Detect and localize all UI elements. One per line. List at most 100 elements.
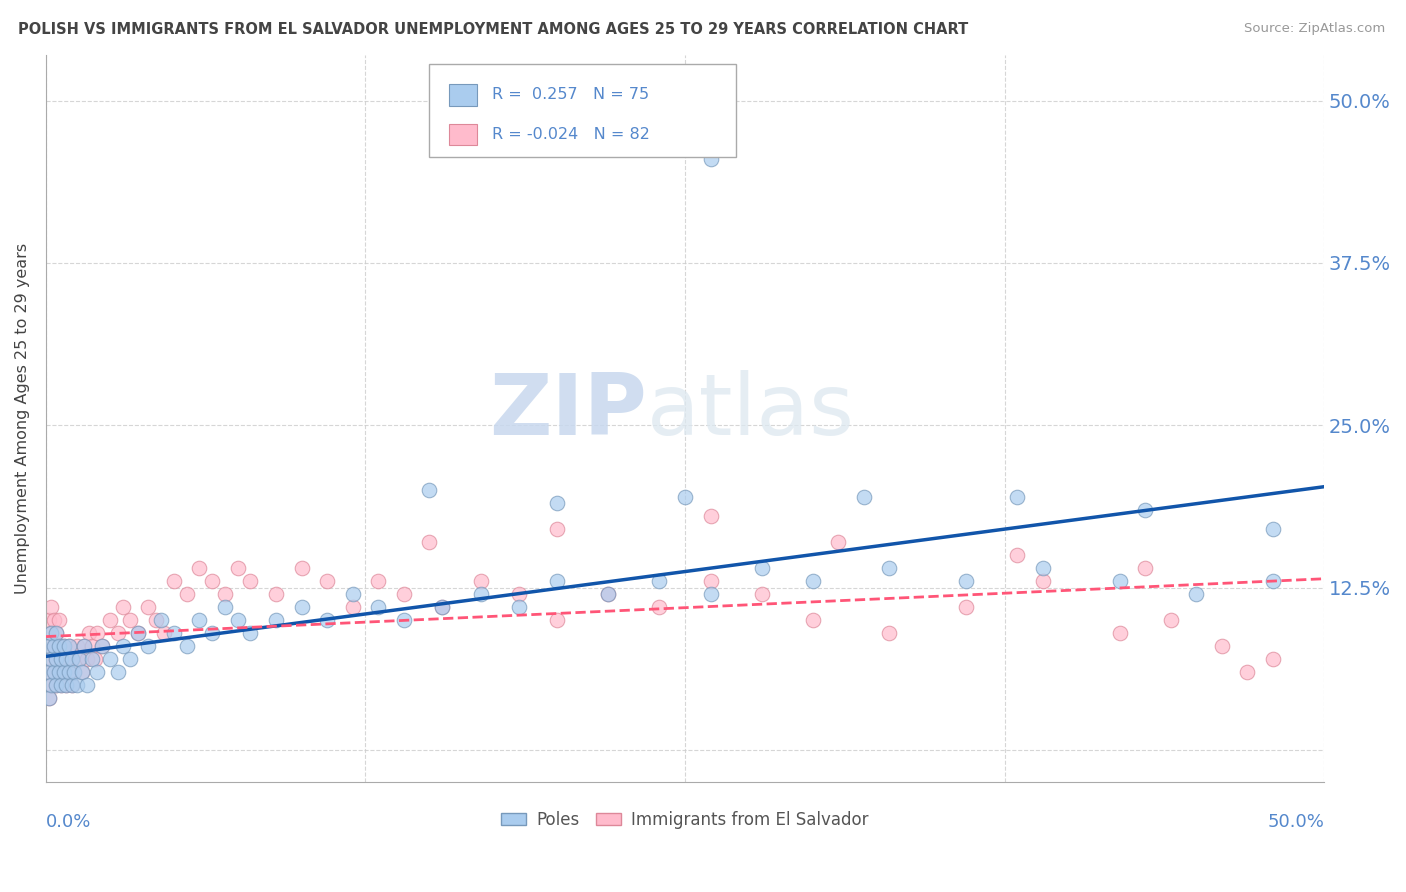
Text: Source: ZipAtlas.com: Source: ZipAtlas.com <box>1244 22 1385 36</box>
Point <box>48 665 70 679</box>
Point <box>214 600 236 615</box>
Point <box>1108 574 1130 588</box>
Point <box>76 678 98 692</box>
Point <box>51 652 73 666</box>
Point <box>201 574 224 588</box>
Point <box>150 613 173 627</box>
Point <box>51 652 73 666</box>
FancyBboxPatch shape <box>449 123 477 145</box>
Point <box>58 639 80 653</box>
Point <box>673 490 696 504</box>
Point <box>120 652 142 666</box>
Point <box>470 574 492 588</box>
Point <box>70 665 93 679</box>
Point <box>127 626 149 640</box>
Point <box>86 626 108 640</box>
Point <box>290 600 312 615</box>
Point <box>52 639 75 653</box>
Legend: Poles, Immigrants from El Salvador: Poles, Immigrants from El Salvador <box>495 805 876 836</box>
Point <box>955 574 977 588</box>
Point <box>598 587 620 601</box>
Point <box>76 652 98 666</box>
Point <box>290 561 312 575</box>
Point <box>1236 665 1258 679</box>
Point <box>51 678 73 692</box>
Point <box>508 587 530 601</box>
Point <box>60 652 83 666</box>
Point <box>98 613 121 627</box>
Point <box>1133 502 1156 516</box>
Point <box>38 639 60 653</box>
Point <box>38 665 60 679</box>
Point <box>39 626 62 640</box>
Point <box>38 690 60 705</box>
Point <box>45 678 67 692</box>
Point <box>188 613 211 627</box>
Point <box>107 626 129 640</box>
Point <box>38 690 60 705</box>
Point <box>418 535 440 549</box>
Point <box>264 587 287 601</box>
Point <box>60 678 83 692</box>
Point <box>648 600 671 615</box>
Point <box>48 639 70 653</box>
Point <box>163 626 186 640</box>
Text: atlas: atlas <box>647 370 855 453</box>
Text: 50.0%: 50.0% <box>1267 813 1324 831</box>
Point <box>45 626 67 640</box>
Point <box>1133 561 1156 575</box>
Point <box>42 639 65 653</box>
Point <box>1261 574 1284 588</box>
Text: R =  0.257   N = 75: R = 0.257 N = 75 <box>492 87 650 103</box>
Point <box>111 600 134 615</box>
Point <box>39 600 62 615</box>
Point <box>48 613 70 627</box>
Point <box>546 574 568 588</box>
Point <box>42 613 65 627</box>
Point <box>392 587 415 601</box>
Point <box>127 626 149 640</box>
Point <box>58 639 80 653</box>
Point <box>70 665 93 679</box>
Point <box>52 665 75 679</box>
Point <box>55 652 77 666</box>
Point <box>152 626 174 640</box>
Point <box>67 652 90 666</box>
Point <box>39 652 62 666</box>
Point <box>80 639 103 653</box>
Point <box>188 561 211 575</box>
Point <box>45 678 67 692</box>
Point <box>1211 639 1233 653</box>
Point <box>86 665 108 679</box>
Point <box>58 665 80 679</box>
Point <box>751 587 773 601</box>
Text: 0.0%: 0.0% <box>46 813 91 831</box>
Point <box>316 613 339 627</box>
Point <box>39 678 62 692</box>
Point <box>1108 626 1130 640</box>
Point <box>955 600 977 615</box>
Point <box>51 678 73 692</box>
Point <box>546 496 568 510</box>
Point <box>430 600 453 615</box>
Point <box>239 626 262 640</box>
Point <box>39 652 62 666</box>
Point <box>45 652 67 666</box>
Point <box>852 490 875 504</box>
Point <box>751 561 773 575</box>
Point <box>1261 522 1284 536</box>
Point <box>1007 490 1029 504</box>
Point <box>67 652 90 666</box>
Point <box>214 587 236 601</box>
Point <box>136 600 159 615</box>
Text: ZIP: ZIP <box>489 370 647 453</box>
Point <box>120 613 142 627</box>
Point <box>45 652 67 666</box>
Point <box>879 561 901 575</box>
Point <box>60 652 83 666</box>
Point <box>699 509 721 524</box>
Point <box>38 665 60 679</box>
Point <box>508 600 530 615</box>
Point <box>1032 574 1054 588</box>
Point <box>42 665 65 679</box>
